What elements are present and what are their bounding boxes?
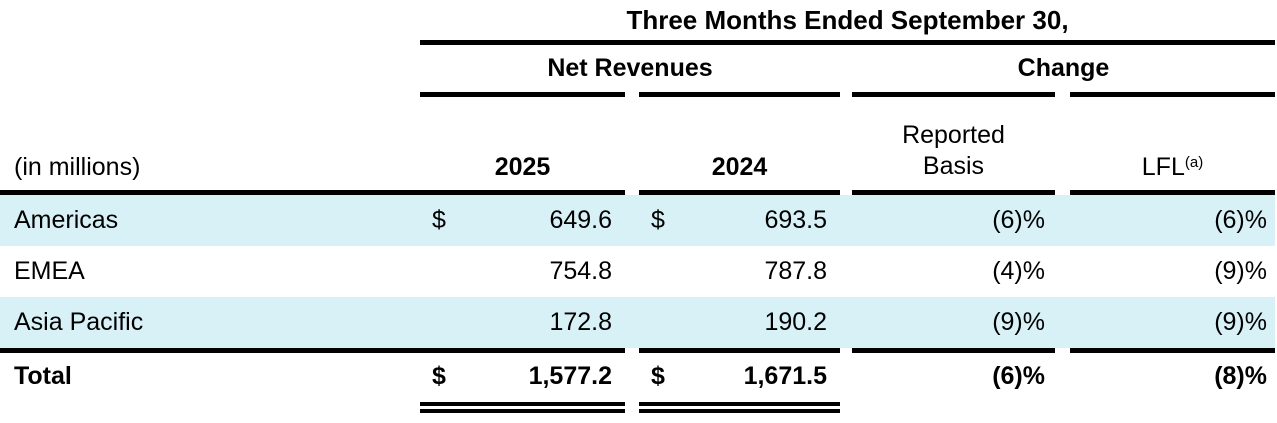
change-group-header: Change — [1017, 54, 1110, 82]
value-2024: 787.8 — [639, 257, 840, 286]
group-header-row: Net Revenues Change — [0, 45, 1275, 92]
value-2024: $ 1,671.5 — [639, 362, 840, 391]
table-row-total: Total $ 1,577.2 $ 1,671.5 (6)% (8)% — [0, 353, 1275, 400]
amount: 693.5 — [764, 206, 827, 234]
currency-symbol: $ — [432, 362, 446, 390]
lfl-change: (9)% — [1214, 257, 1267, 285]
double-rule-2024 — [639, 402, 840, 413]
reported-basis-line1: Reported — [902, 120, 1005, 149]
column-header-reported-basis: Reported Basis — [852, 120, 1055, 191]
row-label: Americas — [14, 206, 119, 234]
value-2025: $ 1,577.2 — [420, 362, 625, 391]
value-2025: 172.8 — [420, 308, 625, 337]
column-header-2024: 2024 — [711, 153, 768, 181]
reported-basis-change: (6)% — [992, 206, 1045, 234]
total-rule-lfl — [1070, 348, 1275, 353]
table-row-emea: EMEA 754.8 787.8 (4)% (9)% — [0, 246, 1275, 297]
underline-2024 — [639, 92, 840, 97]
row-label: Asia Pacific — [14, 308, 144, 336]
table-title-row: Three Months Ended September 30, — [0, 0, 1275, 40]
currency-symbol: $ — [651, 362, 665, 390]
underline-2025 — [420, 92, 625, 97]
title-underline-row — [0, 40, 1275, 45]
column-header-2025: 2025 — [494, 153, 551, 181]
header-rule-2024 — [639, 190, 840, 195]
header-rule-lfl — [1070, 190, 1275, 195]
lfl-change: (6)% — [1214, 206, 1267, 234]
reported-basis-change: (6)% — [992, 362, 1045, 390]
unit-label: (in millions) — [14, 153, 141, 181]
value-2025: 754.8 — [420, 257, 625, 286]
double-rule-row — [0, 400, 1275, 423]
total-rule-2024 — [639, 348, 840, 353]
value-2025: $ 649.6 — [420, 206, 625, 235]
table-row-americas: Americas $ 649.6 $ 693.5 (6)% (6)% — [0, 195, 1275, 246]
double-rule-2025 — [420, 402, 625, 413]
title-underline — [420, 40, 1275, 45]
header-rule-label-2025 — [0, 190, 625, 195]
underline-lfl — [1070, 92, 1275, 97]
period-title: Three Months Ended September 30, — [626, 5, 1069, 35]
amount: 1,671.5 — [743, 362, 827, 390]
lfl-change: (9)% — [1214, 308, 1267, 336]
amount: 190.2 — [764, 308, 827, 336]
reported-basis-line2: Basis — [922, 151, 985, 180]
amount: 754.8 — [549, 257, 612, 285]
underline-reported — [852, 92, 1055, 97]
amount: 649.6 — [549, 206, 612, 234]
header-rule-row — [0, 190, 1275, 195]
amount: 787.8 — [764, 257, 827, 285]
column-header-row: (in millions) 2025 2024 Reported Basis L… — [0, 97, 1275, 190]
amount: 1,577.2 — [528, 362, 612, 390]
currency-symbol: $ — [651, 206, 665, 234]
value-2024: $ 693.5 — [639, 206, 840, 235]
total-rule-label-2025 — [0, 348, 625, 353]
total-rule-row — [0, 348, 1275, 353]
total-rule-reported — [852, 348, 1055, 353]
group-underline-row — [0, 92, 1275, 97]
currency-symbol: $ — [432, 206, 446, 234]
lfl-label: LFL — [1141, 153, 1185, 181]
value-2024: 190.2 — [639, 308, 840, 337]
table-row-asia-pacific: Asia Pacific 172.8 190.2 (9)% (9)% — [0, 297, 1275, 348]
row-label: Total — [14, 362, 72, 390]
header-rule-reported — [852, 190, 1055, 195]
reported-basis-change: (9)% — [992, 308, 1045, 336]
lfl-change: (8)% — [1214, 362, 1267, 390]
row-label: EMEA — [14, 257, 85, 285]
reported-basis-change: (4)% — [992, 257, 1045, 285]
column-header-lfl: LFL(a) — [1070, 153, 1275, 190]
amount: 172.8 — [549, 308, 612, 336]
net-revenues-group-header: Net Revenues — [547, 54, 713, 82]
lfl-footnote-marker: (a) — [1184, 154, 1204, 171]
